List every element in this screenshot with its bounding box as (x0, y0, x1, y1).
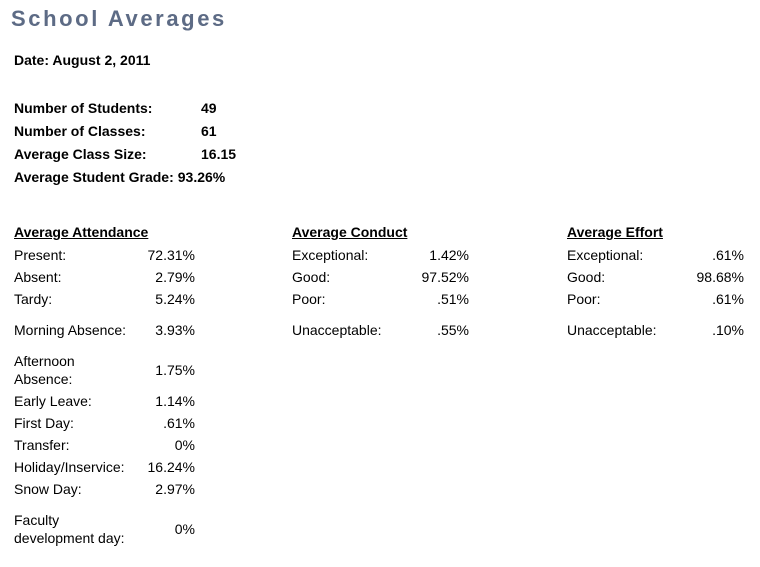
row-value: 2.79% (155, 269, 195, 285)
attendance-heading: Average Attendance (14, 224, 149, 240)
row-label: Morning Absence: (14, 322, 127, 338)
table-row: Faculty development day: 0% (14, 500, 195, 557)
row-value: 5.24% (155, 291, 195, 307)
row-value: 1.75% (155, 362, 195, 378)
row-value: .61% (712, 291, 744, 307)
summary-label: Average Student Grade: (14, 168, 174, 185)
summary-row-student-grade: Average Student Grade: 93.26% (14, 165, 236, 188)
row-value: 98.68% (696, 269, 744, 285)
row-value: .51% (437, 291, 469, 307)
row-label: Poor: (292, 291, 326, 307)
table-row: Early Leave: 1.14% (14, 390, 195, 412)
conduct-section: Average Conduct Exceptional: 1.42% Good:… (292, 223, 469, 350)
table-row: Unacceptable: .55% (292, 310, 469, 350)
row-label: Tardy: (14, 291, 53, 307)
summary-label: Number of Students: (14, 99, 153, 116)
table-row: Good: 98.68% (567, 266, 744, 288)
summary-row-classes: Number of Classes: 61 (14, 119, 236, 142)
row-label: Faculty development day: (14, 511, 125, 546)
row-label: Unacceptable: (292, 322, 382, 338)
row-value: 1.14% (155, 393, 195, 409)
row-label: Snow Day: (14, 481, 82, 497)
row-value: 72.31% (147, 247, 195, 263)
row-label: Unacceptable: (567, 322, 657, 338)
row-value: 97.52% (421, 269, 469, 285)
row-label: Poor: (567, 291, 601, 307)
row-value: 0% (174, 520, 195, 537)
row-label: Absent: (14, 269, 62, 285)
table-row: Unacceptable: .10% (567, 310, 744, 350)
attendance-table: Present: 72.31% Absent: 2.79% Tardy: 5.2… (14, 244, 195, 557)
row-value: .55% (437, 322, 469, 338)
row-value: 16.24% (147, 459, 195, 475)
row-label: Exceptional: (567, 247, 644, 263)
row-label: Holiday/Inservice: (14, 459, 125, 475)
table-row: Poor: .51% (292, 288, 469, 310)
row-value: 1.42% (429, 247, 469, 263)
table-row: Poor: .61% (567, 288, 744, 310)
row-label: Afternoon Absence: (14, 353, 75, 387)
row-label: Good: (292, 269, 331, 285)
attendance-section: Average Attendance Present: 72.31% Absen… (14, 223, 195, 557)
table-row: First Day: .61% (14, 412, 195, 434)
report-date: Date: August 2, 2011 (14, 52, 151, 68)
table-row: Transfer: 0% (14, 434, 195, 456)
row-value: 0% (174, 437, 195, 453)
summary-label: Average Class Size: (14, 145, 147, 162)
row-value: .61% (163, 415, 195, 431)
row-value: 2.97% (155, 481, 195, 497)
table-row: Exceptional: 1.42% (292, 244, 469, 266)
table-row: Exceptional: .61% (567, 244, 744, 266)
table-row: Morning Absence: 3.93% (14, 310, 195, 350)
summary-value: 49 (201, 99, 217, 116)
summary-value: 16.15 (201, 145, 237, 162)
row-value: .61% (712, 247, 744, 263)
summary-value: 93.26% (177, 168, 226, 185)
row-label: First Day: (14, 415, 74, 431)
row-label: Exceptional: (292, 247, 369, 263)
table-row: Afternoon Absence: 1.75% (14, 350, 195, 390)
conduct-table: Exceptional: 1.42% Good: 97.52% Poor: .5… (292, 244, 469, 350)
table-row: Snow Day: 2.97% (14, 478, 195, 500)
summary-row-students: Number of Students: 49 (14, 96, 236, 119)
summary-stats: Number of Students: 49 Number of Classes… (14, 96, 236, 188)
effort-table: Exceptional: .61% Good: 98.68% Poor: .61… (567, 244, 744, 350)
conduct-heading: Average Conduct (292, 224, 408, 240)
row-label: Present: (14, 247, 67, 263)
row-label: Good: (567, 269, 606, 285)
summary-row-class-size: Average Class Size: 16.15 (14, 142, 236, 165)
effort-heading: Average Effort (567, 224, 663, 240)
row-value: 3.93% (155, 322, 195, 338)
row-value: .10% (712, 322, 744, 338)
effort-section: Average Effort Exceptional: .61% Good: 9… (567, 223, 744, 350)
summary-label: Number of Classes: (14, 122, 146, 139)
page-title: School Averages (11, 6, 227, 31)
table-row: Absent: 2.79% (14, 266, 195, 288)
summary-value: 61 (201, 122, 217, 139)
row-label: Transfer: (14, 437, 70, 453)
table-row: Holiday/Inservice: 16.24% (14, 456, 195, 478)
row-label: Early Leave: (14, 393, 92, 409)
table-row: Tardy: 5.24% (14, 288, 195, 310)
table-row: Present: 72.31% (14, 244, 195, 266)
table-row: Good: 97.52% (292, 266, 469, 288)
